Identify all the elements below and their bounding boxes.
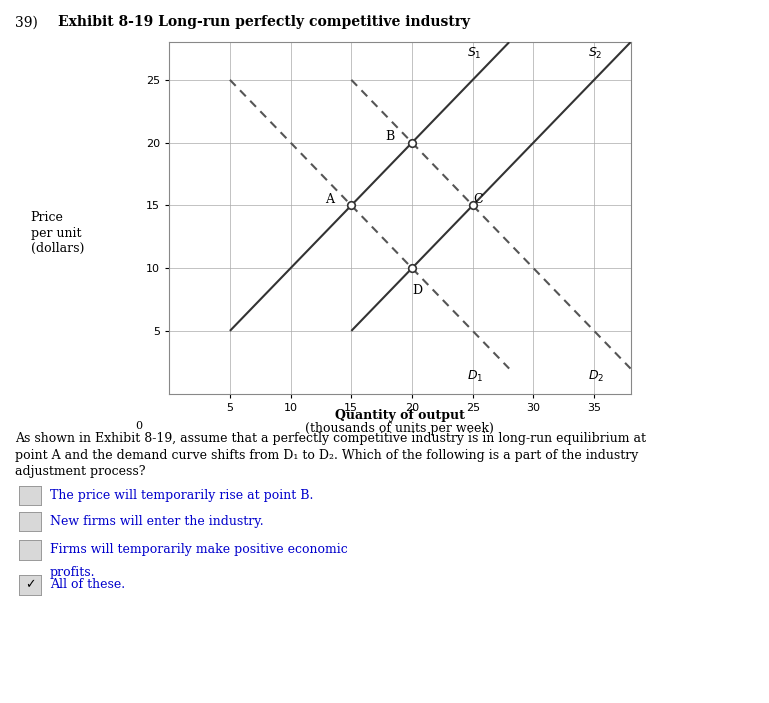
Text: $S_1$: $S_1$ xyxy=(467,46,481,61)
Text: Price: Price xyxy=(31,212,64,224)
Text: C: C xyxy=(473,193,482,205)
Text: A: A xyxy=(325,193,334,205)
Text: (dollars): (dollars) xyxy=(31,243,84,255)
Text: 39): 39) xyxy=(15,15,42,30)
Text: All of these.: All of these. xyxy=(50,579,125,591)
Text: $S_2$: $S_2$ xyxy=(588,46,603,61)
Text: per unit: per unit xyxy=(31,227,82,240)
Point xyxy=(345,200,358,211)
Point xyxy=(467,200,479,211)
Text: The price will temporarily rise at point B.: The price will temporarily rise at point… xyxy=(50,489,313,502)
Text: ✓: ✓ xyxy=(25,579,35,591)
Text: Quantity of output: Quantity of output xyxy=(335,409,464,422)
Text: profits.: profits. xyxy=(50,567,95,579)
Text: $D_1$: $D_1$ xyxy=(467,368,483,384)
Text: point A and the demand curve shifts from D₁ to D₂. Which of the following is a p: point A and the demand curve shifts from… xyxy=(15,449,639,461)
Text: D: D xyxy=(412,284,422,297)
Text: B: B xyxy=(385,130,394,143)
Text: Firms will temporarily make positive economic: Firms will temporarily make positive eco… xyxy=(50,543,348,556)
Text: $D_2$: $D_2$ xyxy=(588,368,604,384)
Text: (thousands of units per week): (thousands of units per week) xyxy=(305,422,494,434)
Text: Exhibit 8-19 Long-run perfectly competitive industry: Exhibit 8-19 Long-run perfectly competit… xyxy=(58,15,470,30)
Text: 0: 0 xyxy=(135,421,142,431)
Text: New firms will enter the industry.: New firms will enter the industry. xyxy=(50,515,264,528)
Point xyxy=(406,262,418,273)
Text: As shown in Exhibit 8-19, assume that a perfectly competitive industry is in lon: As shown in Exhibit 8-19, assume that a … xyxy=(15,432,647,445)
Point xyxy=(406,137,418,148)
Text: adjustment process?: adjustment process? xyxy=(15,465,146,477)
